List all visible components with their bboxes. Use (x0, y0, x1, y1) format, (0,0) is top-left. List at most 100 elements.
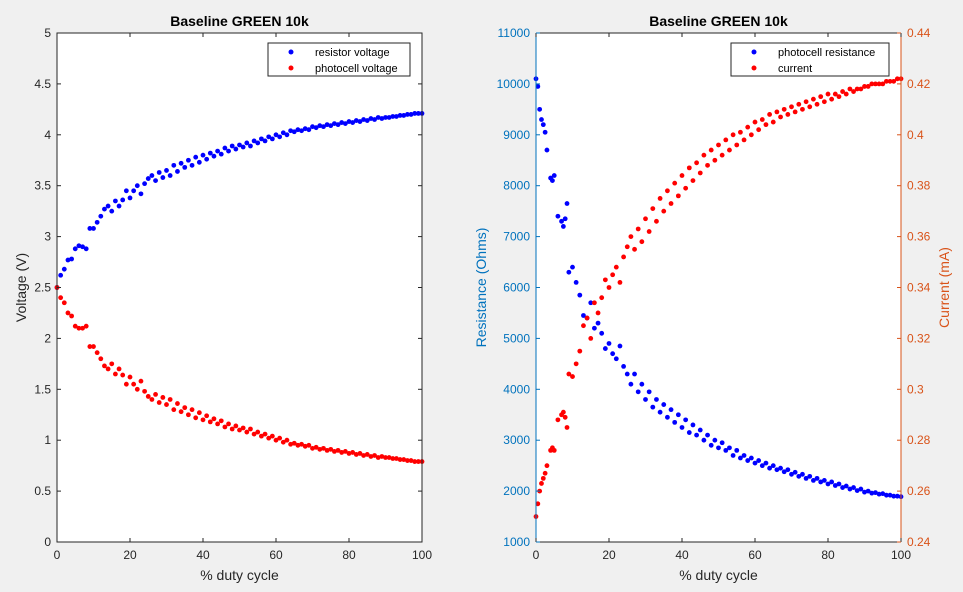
data-point (628, 234, 634, 240)
data-point (542, 470, 548, 476)
data-point (412, 111, 418, 116)
data-point (368, 454, 374, 459)
legend-label-photocell-voltage: photocell voltage (315, 63, 398, 75)
data-point (756, 127, 762, 133)
y2-tick-label: 0.28 (907, 433, 931, 447)
data-point (843, 483, 849, 489)
data-point (734, 142, 740, 148)
data-point (196, 159, 202, 165)
data-point (182, 405, 188, 411)
data-point (566, 269, 572, 275)
y-tick-label: 2 (44, 331, 51, 345)
y-tick-label: 5000 (503, 331, 530, 345)
y2-tick-label: 0.26 (907, 484, 931, 498)
data-point (592, 300, 597, 306)
data-point (876, 81, 882, 87)
data-point (606, 341, 612, 346)
y2-tick-label: 0.38 (907, 179, 931, 193)
data-point (156, 170, 162, 175)
y2-tick-label: 0.32 (907, 331, 931, 345)
data-point (748, 455, 754, 461)
data-point (602, 346, 608, 351)
data-point (690, 422, 696, 428)
y2-tick-label: 0.24 (907, 535, 931, 549)
data-point (306, 127, 312, 133)
y-tick-label: 1 (44, 433, 51, 447)
right-chart-title: Baseline GREEN 10k (649, 13, 788, 29)
data-point (164, 402, 169, 407)
data-point (610, 351, 616, 357)
data-point (149, 397, 155, 402)
data-point (237, 427, 242, 433)
x-tick-label: 100 (412, 548, 432, 562)
data-point (792, 469, 798, 475)
data-point (196, 410, 202, 416)
right-data-marks (533, 76, 904, 519)
data-point (160, 175, 166, 180)
data-point (328, 446, 334, 452)
data-point (891, 493, 897, 499)
data-point (394, 456, 399, 461)
data-point (321, 124, 326, 130)
data-point (811, 478, 816, 483)
data-point (204, 413, 210, 419)
data-point (346, 451, 352, 456)
data-point (650, 206, 656, 212)
y2-tick-label: 0.34 (907, 281, 931, 295)
data-point (310, 124, 315, 130)
left-plot-area (57, 33, 422, 542)
series-resistor-voltage (54, 111, 425, 290)
data-point (537, 106, 543, 112)
data-point (335, 122, 341, 128)
data-point (361, 117, 366, 122)
data-point (313, 125, 319, 131)
data-point (654, 218, 659, 224)
data-point (730, 132, 736, 138)
data-point (277, 435, 283, 441)
left-x-ticks: 0 20 40 60 80 100 (54, 33, 432, 562)
data-point (339, 120, 345, 125)
data-point (145, 394, 151, 399)
data-point (862, 84, 867, 89)
data-point (741, 137, 747, 143)
data-point (599, 295, 605, 301)
data-point (332, 449, 337, 454)
data-point (379, 454, 385, 459)
data-point (83, 246, 89, 252)
data-point (390, 114, 396, 119)
data-point (321, 445, 326, 451)
data-point (189, 162, 195, 168)
data-point (745, 124, 751, 130)
data-point (661, 208, 667, 214)
data-point (324, 122, 330, 128)
data-point (405, 112, 410, 117)
data-point (668, 407, 674, 413)
data-point (544, 147, 550, 153)
data-point (415, 459, 421, 464)
data-point (226, 421, 231, 427)
data-point (581, 313, 586, 318)
data-point (335, 447, 341, 453)
data-point (138, 191, 144, 197)
data-point (182, 164, 188, 170)
data-point (595, 310, 601, 316)
data-point (383, 455, 388, 460)
data-point (186, 412, 191, 418)
y-tick-label: 2.5 (34, 281, 51, 295)
data-point (113, 198, 118, 204)
right-axes: 0 20 40 60 80 100 1000 2000 3000 4000 5000 6000 700… (473, 13, 952, 583)
data-point (796, 473, 802, 479)
data-point (65, 310, 71, 316)
data-point (551, 173, 557, 178)
right-y-axis-label: Resistance (Ohms) (473, 228, 489, 348)
data-point (251, 431, 257, 437)
data-point (560, 409, 566, 415)
data-point (156, 400, 162, 405)
data-point (364, 452, 370, 457)
data-point (259, 433, 264, 439)
left-data-marks (54, 111, 425, 464)
data-point (87, 344, 93, 349)
data-point (259, 136, 264, 142)
data-point (770, 463, 776, 469)
data-point (606, 285, 612, 290)
